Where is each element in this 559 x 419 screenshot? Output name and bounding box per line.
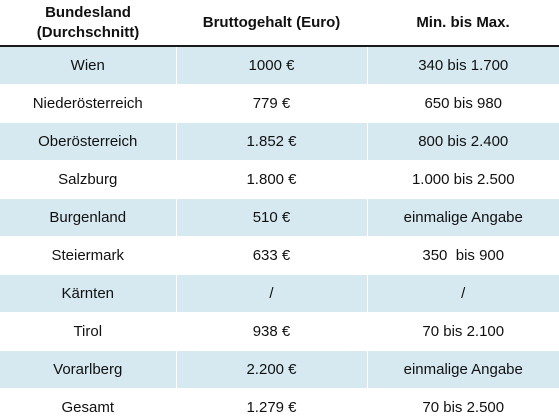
cell-min-max: 340 bis 1.700 (366, 46, 559, 85)
table-row: Vorarlberg 2.200 € einmalige Angabe (0, 350, 559, 389)
header-min-max-label: Min. bis Max. (416, 13, 510, 31)
header-bruttogehalt-label: Bruttogehalt (Euro) (202, 13, 341, 31)
header-bundesland-line2: (Durchschnitt) (36, 23, 140, 41)
cell-bundesland: Niederösterreich (0, 84, 176, 123)
cell-bundesland: Wien (0, 46, 176, 85)
header-bundesland: Bundesland (Durchschnitt) (0, 0, 176, 47)
cell-bundesland: Salzburg (0, 160, 176, 199)
table-row: Salzburg 1.800 € 1.000 bis 2.500 (0, 160, 559, 199)
cell-bruttogehalt: 633 € (175, 236, 367, 275)
table-row: Steiermark 633 € 350 bis 900 (0, 236, 559, 275)
table-row: Oberösterreich 1.852 € 800 bis 2.400 (0, 122, 559, 161)
cell-bruttogehalt: 779 € (175, 84, 367, 123)
cell-min-max: einmalige Angabe (366, 198, 559, 237)
table-row: Wien 1000 € 340 bis 1.700 (0, 46, 559, 85)
cell-bruttogehalt: 2.200 € (175, 350, 367, 389)
table-row: Tirol 938 € 70 bis 2.100 (0, 312, 559, 351)
cell-min-max: 350 bis 900 (366, 236, 559, 275)
cell-min-max: einmalige Angabe (366, 350, 559, 389)
table-row: Burgenland 510 € einmalige Angabe (0, 198, 559, 237)
table-row: Niederösterreich 779 € 650 bis 980 (0, 84, 559, 123)
header-min-max: Min. bis Max. (367, 0, 559, 47)
header-bruttogehalt: Bruttogehalt (Euro) (176, 0, 367, 47)
cell-bundesland: Tirol (0, 312, 176, 351)
cell-min-max: 800 bis 2.400 (366, 122, 559, 161)
cell-bruttogehalt: 1.852 € (175, 122, 367, 161)
cell-min-max: 650 bis 980 (366, 84, 559, 123)
header-bundesland-line1: Bundesland (45, 3, 131, 21)
cell-bundesland: Burgenland (0, 198, 176, 237)
table-row: Kärnten / / (0, 274, 559, 313)
cell-min-max: 70 bis 2.100 (366, 312, 559, 351)
cell-bundesland: Steiermark (0, 236, 176, 275)
cell-min-max: 70 bis 2.500 (366, 388, 559, 419)
cell-bundesland: Gesamt (0, 388, 176, 419)
cell-bruttogehalt: 1.279 € (175, 388, 367, 419)
cell-bundesland: Oberösterreich (0, 122, 176, 161)
cell-bruttogehalt: / (175, 274, 367, 313)
table-row: Gesamt 1.279 € 70 bis 2.500 (0, 388, 559, 419)
header-row: Bundesland (Durchschnitt) Bruttogehalt (… (0, 0, 559, 47)
cell-bundesland: Vorarlberg (0, 350, 176, 389)
cell-bruttogehalt: 1.800 € (175, 160, 367, 199)
cell-bruttogehalt: 938 € (175, 312, 367, 351)
cell-bruttogehalt: 1000 € (175, 46, 367, 85)
table-header: Bundesland (Durchschnitt) Bruttogehalt (… (0, 0, 559, 47)
table-body: Wien 1000 € 340 bis 1.700 Niederösterrei… (0, 46, 559, 419)
cell-min-max: 1.000 bis 2.500 (366, 160, 559, 199)
cell-bundesland: Kärnten (0, 274, 176, 313)
cell-bruttogehalt: 510 € (175, 198, 367, 237)
cell-min-max: / (366, 274, 559, 313)
